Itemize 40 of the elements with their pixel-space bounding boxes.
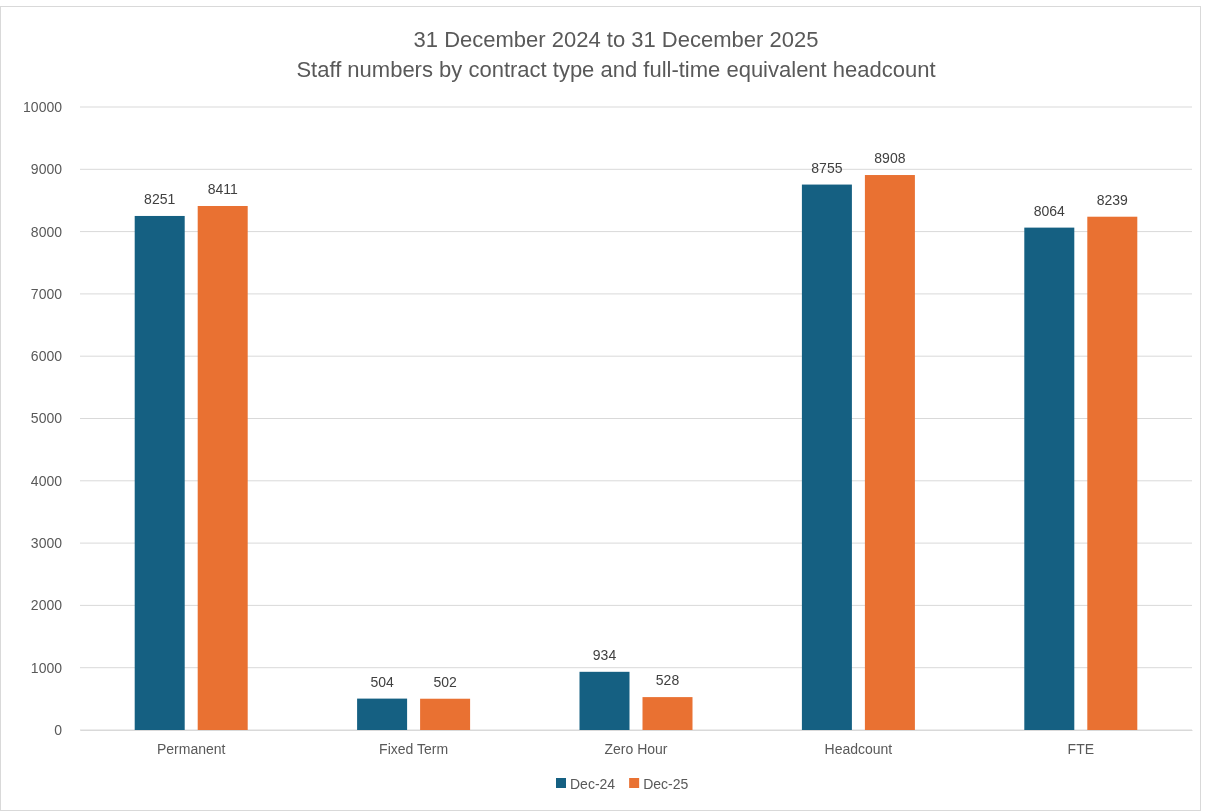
y-tick-label: 1000 bbox=[30, 659, 63, 676]
bar bbox=[134, 215, 185, 730]
y-tick-label: 10000 bbox=[23, 98, 63, 115]
y-tick-label: 0 bbox=[54, 721, 63, 738]
chart-title: 31 December 2024 to 31 December 2025 bbox=[413, 27, 819, 52]
bar bbox=[420, 698, 471, 730]
data-label: 8251 bbox=[144, 190, 176, 207]
data-label: 8908 bbox=[874, 150, 906, 167]
x-tick-label: Headcount bbox=[824, 740, 893, 757]
x-tick-label: FTE bbox=[1067, 740, 1095, 757]
data-label: 504 bbox=[370, 673, 394, 690]
legend-label: Dec-25 bbox=[643, 776, 689, 792]
y-tick-label: 4000 bbox=[30, 472, 63, 489]
bar bbox=[801, 184, 852, 730]
bar bbox=[642, 697, 693, 730]
data-label: 8064 bbox=[1033, 202, 1066, 219]
x-tick-label: Zero Hour bbox=[604, 740, 668, 757]
y-tick-label: 3000 bbox=[30, 535, 63, 552]
y-tick-label: 6000 bbox=[30, 348, 63, 365]
x-tick-label: Fixed Term bbox=[379, 740, 449, 757]
x-tick-label: Permanent bbox=[156, 740, 226, 757]
bar bbox=[1024, 227, 1075, 730]
bar bbox=[1087, 216, 1138, 730]
bar bbox=[579, 671, 630, 730]
y-tick-label: 8000 bbox=[30, 223, 63, 240]
y-tick-label: 5000 bbox=[30, 410, 63, 427]
bar bbox=[357, 698, 408, 730]
data-label: 8755 bbox=[811, 159, 843, 176]
y-tick-label: 9000 bbox=[30, 161, 63, 178]
bar bbox=[864, 175, 915, 730]
data-label: 528 bbox=[655, 672, 680, 689]
chart-subtitle: Staff numbers by contract type and full-time equivalent headcount bbox=[296, 57, 936, 82]
data-label: 8411 bbox=[207, 180, 238, 197]
data-label: 934 bbox=[592, 646, 617, 663]
y-tick-label: 7000 bbox=[30, 285, 63, 302]
data-label: 8239 bbox=[1096, 191, 1129, 208]
data-label: 502 bbox=[433, 673, 457, 690]
bar bbox=[197, 206, 248, 730]
legend-label: Dec-24 bbox=[570, 776, 616, 792]
y-tick-label: 2000 bbox=[30, 597, 63, 614]
